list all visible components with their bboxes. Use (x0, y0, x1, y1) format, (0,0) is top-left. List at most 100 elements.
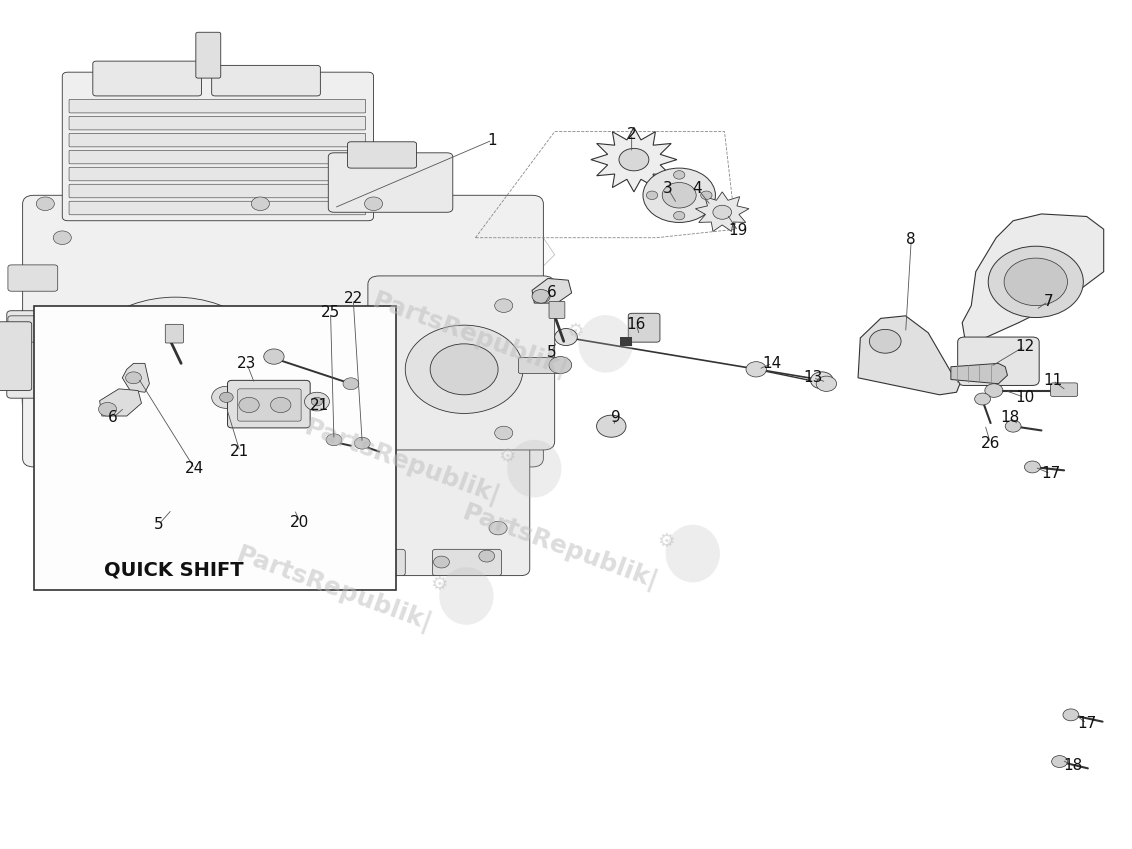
Text: 6: 6 (109, 410, 118, 425)
Circle shape (65, 443, 83, 457)
Polygon shape (11, 204, 555, 569)
Circle shape (643, 168, 715, 222)
Circle shape (985, 384, 1003, 397)
Ellipse shape (507, 440, 561, 498)
Text: 5: 5 (154, 517, 163, 532)
Polygon shape (695, 192, 749, 232)
Circle shape (59, 537, 77, 550)
Text: 17: 17 (1040, 466, 1061, 481)
Ellipse shape (578, 315, 633, 373)
FancyBboxPatch shape (328, 153, 453, 212)
Polygon shape (858, 316, 960, 395)
Text: PartsRepublik|: PartsRepublik| (460, 501, 661, 594)
Text: 22: 22 (343, 291, 363, 306)
FancyBboxPatch shape (23, 195, 543, 467)
Text: ⚙: ⚙ (657, 532, 675, 551)
Text: 8: 8 (907, 232, 916, 247)
FancyBboxPatch shape (8, 265, 58, 291)
Text: 14: 14 (762, 356, 782, 371)
Text: 10: 10 (1014, 390, 1035, 405)
Text: PartsRepublik|: PartsRepublik| (233, 543, 435, 637)
FancyBboxPatch shape (7, 311, 72, 398)
Circle shape (354, 437, 370, 449)
FancyBboxPatch shape (69, 184, 366, 198)
Circle shape (405, 325, 523, 413)
Circle shape (1052, 756, 1067, 767)
FancyBboxPatch shape (196, 32, 221, 78)
FancyBboxPatch shape (69, 201, 366, 215)
Circle shape (343, 559, 359, 571)
Text: 19: 19 (728, 223, 748, 239)
Text: 11: 11 (1043, 373, 1063, 388)
Circle shape (326, 434, 342, 446)
Text: 26: 26 (980, 436, 1001, 451)
FancyBboxPatch shape (518, 357, 563, 374)
Circle shape (532, 290, 550, 303)
Text: 7: 7 (1044, 294, 1053, 309)
Ellipse shape (62, 297, 289, 492)
Text: 21: 21 (309, 398, 329, 413)
Text: 9: 9 (611, 410, 620, 425)
Circle shape (816, 376, 837, 391)
Circle shape (713, 205, 731, 219)
Circle shape (489, 521, 507, 535)
FancyBboxPatch shape (8, 316, 58, 342)
Text: 13: 13 (803, 370, 823, 385)
Circle shape (1004, 258, 1067, 306)
Circle shape (128, 556, 144, 568)
FancyBboxPatch shape (628, 313, 660, 342)
Polygon shape (591, 127, 677, 192)
Circle shape (220, 392, 233, 402)
Text: 1: 1 (488, 132, 497, 148)
Circle shape (674, 211, 685, 220)
Polygon shape (951, 363, 1007, 384)
Text: PartsRepublik|: PartsRepublik| (301, 416, 503, 509)
Circle shape (365, 197, 383, 211)
FancyBboxPatch shape (0, 322, 32, 391)
Circle shape (869, 329, 901, 353)
Text: 2: 2 (627, 127, 636, 142)
FancyBboxPatch shape (165, 324, 183, 343)
FancyBboxPatch shape (336, 549, 405, 576)
Ellipse shape (439, 567, 494, 625)
Text: 3: 3 (663, 181, 672, 196)
Circle shape (1050, 385, 1064, 396)
FancyBboxPatch shape (228, 380, 310, 428)
FancyBboxPatch shape (958, 337, 1039, 385)
Circle shape (555, 329, 577, 346)
Text: 16: 16 (626, 317, 646, 332)
Circle shape (975, 393, 990, 405)
FancyBboxPatch shape (220, 558, 256, 570)
Text: ⚙: ⚙ (430, 575, 448, 593)
Text: 12: 12 (1014, 339, 1035, 354)
Circle shape (619, 149, 649, 171)
Text: 6: 6 (547, 285, 556, 301)
Circle shape (701, 191, 712, 200)
Text: ⚙: ⚙ (498, 447, 516, 466)
FancyBboxPatch shape (69, 133, 366, 147)
FancyBboxPatch shape (93, 61, 201, 96)
Bar (620, 337, 632, 346)
Circle shape (311, 397, 323, 406)
FancyBboxPatch shape (62, 72, 374, 221)
Polygon shape (532, 278, 572, 303)
FancyBboxPatch shape (69, 99, 366, 113)
Circle shape (166, 388, 185, 402)
Circle shape (662, 183, 696, 208)
FancyBboxPatch shape (69, 150, 366, 164)
FancyBboxPatch shape (1050, 383, 1078, 396)
FancyBboxPatch shape (432, 549, 501, 576)
Circle shape (549, 357, 572, 374)
Polygon shape (122, 363, 149, 392)
Circle shape (495, 299, 513, 312)
Text: 18: 18 (1000, 410, 1020, 425)
Circle shape (155, 380, 196, 410)
Circle shape (251, 197, 269, 211)
FancyBboxPatch shape (238, 389, 301, 421)
FancyBboxPatch shape (42, 439, 530, 576)
Text: 18: 18 (1063, 758, 1083, 773)
FancyBboxPatch shape (368, 276, 555, 450)
Text: 24: 24 (185, 461, 205, 476)
Circle shape (479, 550, 495, 562)
Bar (34, 306, 396, 590)
